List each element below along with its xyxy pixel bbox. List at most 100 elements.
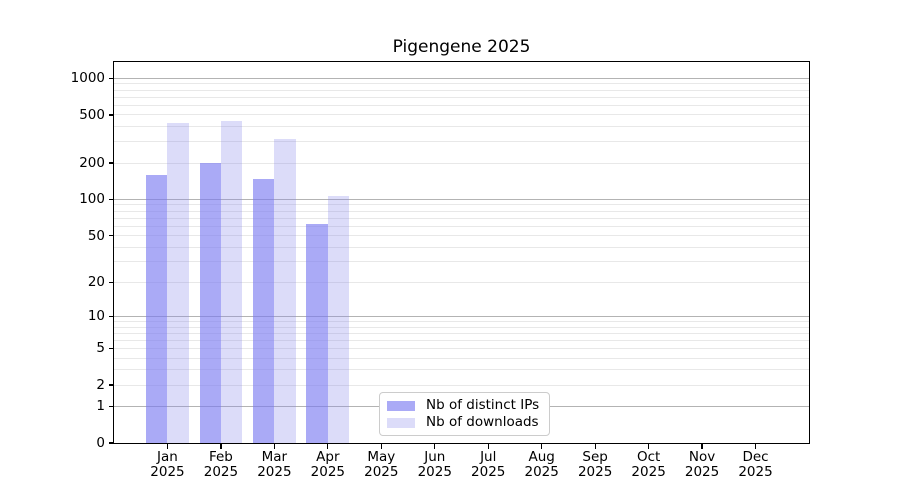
x-tick-month-sep: Sep [582,449,608,465]
x-tick-month-aug: Aug [528,449,555,465]
y-gridline-minor-900 [114,83,809,85]
x-tick-month-jan: Jan [157,449,178,465]
x-tick-label-dec: Dec 2025 [721,450,791,480]
x-tick-label-may: May 2025 [346,450,416,480]
y-tick-mark-200 [108,162,113,164]
x-tick-year-apr: 2025 [310,464,346,480]
y-tick-label-20: 20 [87,274,105,291]
x-tick-label-jan: Jan 2025 [132,450,202,480]
y-gridline-minor-50 [114,235,809,236]
x-tick-month-may: May [367,449,396,465]
legend-label-distinct-ips: Nb of distinct IPs [426,397,540,413]
y-gridline-major-1000 [114,77,809,79]
y-tick-mark-1 [108,405,113,408]
x-tick-month-jun: Jun [424,449,446,465]
x-tick-year-oct: 2025 [631,464,666,480]
x-tick-year-jan: 2025 [150,464,185,480]
x-tick-mark-mar [273,444,276,449]
x-tick-label-apr: Apr 2025 [293,450,363,480]
y-gridline-minor-30 [114,261,809,263]
legend-item-downloads: Nb of downloads [387,414,539,431]
y-tick-mark-10 [108,315,113,318]
x-tick-month-jul: Jul [480,449,497,465]
bar-ips-jan [146,174,168,443]
x-tick-label-sep: Sep 2025 [560,450,630,480]
y-gridline-minor-2 [114,384,809,386]
y-tick-label-10: 10 [87,308,105,325]
y-gridline-minor-40 [114,246,809,248]
x-tick-mark-apr [327,444,329,449]
x-tick-year-jul: 2025 [471,464,506,480]
legend-label-downloads: Nb of downloads [426,414,539,430]
y-gridline-minor-400 [114,126,809,128]
x-tick-year-feb: 2025 [203,464,239,480]
y-gridline-minor-8 [114,326,809,328]
x-tick-label-mar: Mar 2025 [239,450,309,480]
y-gridline-minor-9 [114,320,809,322]
chart-title: Pigengene 2025 [392,37,531,57]
y-tick-mark-100 [108,198,113,201]
x-tick-month-mar: Mar [261,449,288,465]
y-tick-mark-2 [108,384,113,386]
x-tick-mark-oct [647,444,650,449]
y-gridline-minor-600 [114,104,809,106]
y-tick-label-1: 1 [96,398,105,415]
legend-swatch-distinct-ips-icon [387,400,415,411]
x-tick-month-apr: Apr [316,449,340,465]
y-gridline-minor-200 [114,162,809,164]
y-tick-mark-50 [108,234,113,237]
x-tick-mark-sep [594,444,596,449]
x-tick-mark-dec [754,444,757,449]
y-gridline-minor-500 [114,114,809,116]
x-tick-label-feb: Feb 2025 [186,450,256,480]
x-tick-year-aug: 2025 [524,464,559,480]
y-gridline-minor-20 [114,281,809,283]
legend-item-distinct-ips: Nb of distinct IPs [387,397,539,414]
y-gridline-minor-700 [114,96,809,98]
legend-swatch-downloads-icon [387,417,415,428]
x-tick-mark-jan [166,444,169,449]
x-tick-month-dec: Dec [742,449,769,465]
y-gridline-minor-80 [114,210,809,212]
x-tick-year-may: 2025 [364,464,399,480]
x-tick-label-jul: Jul 2025 [453,450,523,480]
y-tick-label-2: 2 [96,377,105,394]
bar-downloads-jan [167,123,189,443]
bar-downloads-mar [274,138,296,443]
x-tick-label-oct: Oct 2025 [614,450,684,480]
y-gridline-minor-90 [114,204,809,206]
x-tick-mark-feb [220,444,222,449]
x-tick-mark-nov [701,444,703,449]
x-tick-year-mar: 2025 [257,464,292,480]
y-gridline-minor-6 [114,339,809,341]
y-tick-mark-5 [108,347,113,350]
x-tick-year-sep: 2025 [577,464,613,480]
y-tick-label-0: 0 [96,435,105,451]
y-tick-label-500: 500 [79,106,105,123]
y-tick-label-5: 5 [96,340,105,357]
x-tick-label-nov: Nov 2025 [667,450,737,480]
y-tick-mark-20 [108,281,113,283]
x-tick-mark-aug [541,444,543,449]
y-gridline-minor-5 [114,347,809,349]
x-tick-mark-jul [487,444,489,449]
x-tick-mark-may [380,444,382,449]
y-tick-mark-1000 [108,77,113,80]
y-gridline-major-100 [114,198,809,200]
y-gridline-minor-60 [114,225,809,227]
bar-ips-mar [253,178,275,443]
y-tick-mark-0 [108,442,113,444]
x-tick-year-nov: 2025 [684,464,720,480]
y-tick-label-1000: 1000 [70,70,105,87]
bar-downloads-apr [327,196,350,443]
x-tick-label-jun: Jun 2025 [400,450,470,480]
bar-ips-apr [306,224,328,443]
y-tick-label-200: 200 [79,155,105,172]
y-gridline-minor-300 [114,141,809,143]
y-gridline-minor-70 [114,217,809,219]
x-tick-year-jun: 2025 [417,464,452,480]
y-gridline-minor-3 [114,369,809,371]
x-tick-label-aug: Aug 2025 [507,450,577,480]
